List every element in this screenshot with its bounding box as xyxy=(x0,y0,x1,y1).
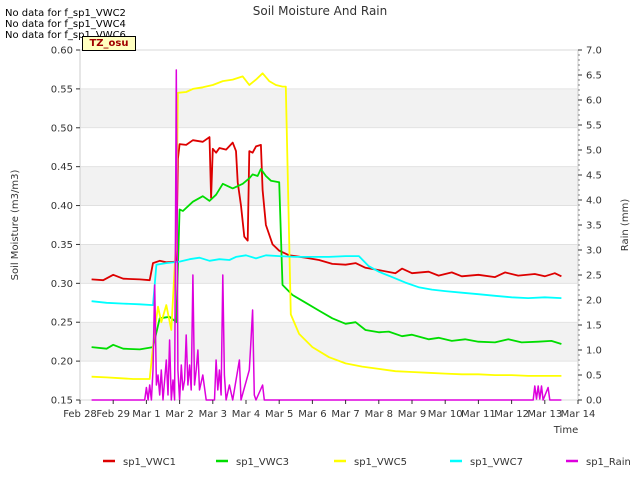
y2-tick-label: 3.5 xyxy=(586,221,602,232)
y2-tick-label: 7.0 xyxy=(586,46,602,57)
y2-tick-label: 0.5 xyxy=(586,371,602,382)
x-tick-label: Feb 28 xyxy=(63,409,97,420)
x-tick-label: Mar 1 xyxy=(132,409,160,420)
x-tick-label: Mar 4 xyxy=(232,409,260,420)
y-tick-label: 0.60 xyxy=(51,46,73,57)
x-tick-label: Mar 12 xyxy=(494,409,529,420)
y2-tick-label: 4.0 xyxy=(586,196,602,207)
y2-tick-label: 1.0 xyxy=(586,346,602,357)
timezone-badge: TZ_osu xyxy=(82,36,136,51)
x-tick-label: Mar 9 xyxy=(398,409,426,420)
legend-label-sp1_Rain: sp1_Rain xyxy=(586,457,631,468)
y2-tick-label: 5.5 xyxy=(586,121,602,132)
x-tick-label: Mar 5 xyxy=(265,409,293,420)
y2-tick-label: 2.5 xyxy=(586,271,602,282)
y2-tick-label: 6.5 xyxy=(586,71,602,82)
y2-tick-label: 0.0 xyxy=(586,396,602,407)
y-tick-label: 0.50 xyxy=(51,123,73,134)
x-tick-label: Mar 13 xyxy=(527,409,562,420)
x-axis-label: Time xyxy=(553,425,578,436)
x-tick-label: Mar 7 xyxy=(331,409,359,420)
legend-label-sp1_VWC5: sp1_VWC5 xyxy=(354,457,407,468)
no-data-note-vwc6: No data for f_sp1_VWC6 xyxy=(5,30,126,41)
y2-axis-label: Rain (mm) xyxy=(620,199,631,252)
y-tick-label: 0.30 xyxy=(51,279,73,290)
chart-title: Soil Moisture And Rain xyxy=(253,4,388,18)
x-tick-label: Mar 8 xyxy=(365,409,393,420)
x-tick-label: Mar 3 xyxy=(199,409,227,420)
no-data-note-vwc2: No data for f_sp1_VWC2 xyxy=(5,8,126,19)
y-tick-label: 0.20 xyxy=(51,357,73,368)
y2-tick-label: 6.0 xyxy=(586,96,602,107)
y2-tick-label: 4.5 xyxy=(586,171,602,182)
x-tick-label: Mar 10 xyxy=(428,409,463,420)
y-tick-label: 0.45 xyxy=(51,162,73,173)
x-tick-label: Mar 11 xyxy=(461,409,496,420)
no-data-note-vwc4: No data for f_sp1_VWC4 xyxy=(5,19,126,30)
series-line-sp1_VWC7 xyxy=(91,254,562,306)
y-tick-label: 0.15 xyxy=(51,396,73,407)
y-tick-label: 0.25 xyxy=(51,318,73,329)
background-band xyxy=(80,166,578,206)
y-tick-label: 0.40 xyxy=(51,201,73,212)
legend-label-sp1_VWC1: sp1_VWC1 xyxy=(123,457,176,468)
legend-label-sp1_VWC7: sp1_VWC7 xyxy=(470,457,523,468)
x-tick-label: Mar 2 xyxy=(165,409,193,420)
y-tick-label: 0.55 xyxy=(51,84,73,95)
y-axis-label: Soil Moisture (m3/m3) xyxy=(10,170,21,281)
y2-tick-label: 5.0 xyxy=(586,146,602,157)
y-tick-label: 0.35 xyxy=(51,240,73,251)
y2-tick-label: 2.0 xyxy=(586,296,602,307)
x-tick-label: Mar 14 xyxy=(561,409,596,420)
series-line-sp1_VWC5 xyxy=(91,72,562,380)
background-band xyxy=(80,88,578,128)
legend-label-sp1_VWC3: sp1_VWC3 xyxy=(236,457,289,468)
x-tick-label: Feb 29 xyxy=(96,409,130,420)
x-tick-label: Mar 6 xyxy=(298,409,326,420)
y2-tick-label: 1.5 xyxy=(586,321,602,332)
series-line-sp1_Rain xyxy=(91,69,562,401)
y2-tick-label: 3.0 xyxy=(586,246,602,257)
